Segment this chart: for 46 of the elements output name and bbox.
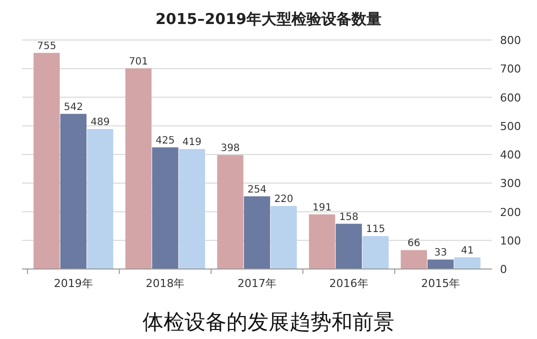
y-tick-label: 100 [500, 234, 521, 248]
y-tick-label: 500 [500, 120, 521, 133]
chart-title: 2015–2019年大型检验设备数量 [156, 10, 382, 28]
y-tick-label: 600 [500, 91, 521, 104]
x-tick-label: 2019年 [54, 277, 93, 290]
data-label: 425 [156, 135, 175, 146]
data-label: 755 [37, 40, 56, 52]
data-label: 489 [90, 117, 110, 128]
bar [400, 250, 427, 269]
y-tick-label: 400 [500, 148, 521, 162]
bar [454, 257, 480, 269]
data-label: 398 [220, 143, 240, 154]
bar [308, 214, 336, 269]
data-label: 701 [128, 56, 148, 68]
bar [60, 114, 87, 269]
data-label: 220 [274, 194, 294, 206]
y-tick-label: 200 [500, 206, 521, 219]
data-label: 33 [434, 248, 447, 259]
x-tick-label: 2017年 [238, 277, 276, 290]
bar [270, 206, 297, 269]
y-tick-label: 0 [500, 263, 507, 276]
data-label: 542 [64, 102, 83, 113]
data-label: 419 [182, 137, 202, 148]
data-label: 254 [247, 184, 267, 196]
data-label: 191 [312, 202, 332, 214]
bar [217, 155, 244, 269]
bar [362, 236, 389, 269]
bar [152, 147, 178, 269]
y-tick-label: 800 [500, 34, 521, 47]
bar [244, 196, 270, 269]
data-label: 66 [407, 238, 420, 250]
x-tick-label: 2015年 [421, 277, 460, 290]
bar [336, 224, 362, 269]
text: 体检设备的发展趋势和前景 [142, 310, 394, 334]
x-tick-label: 2016年 [329, 277, 368, 290]
bar [34, 52, 60, 269]
data-label: 158 [339, 212, 358, 223]
bar [178, 149, 206, 269]
bar [87, 129, 114, 269]
y-tick-label: 700 [500, 62, 521, 76]
bar [125, 68, 152, 269]
y-tick-label: 300 [500, 177, 521, 190]
bar [427, 260, 454, 269]
data-label: 41 [460, 245, 474, 256]
x-tick-label: 2018年 [146, 277, 185, 290]
data-label: 115 [366, 224, 386, 236]
